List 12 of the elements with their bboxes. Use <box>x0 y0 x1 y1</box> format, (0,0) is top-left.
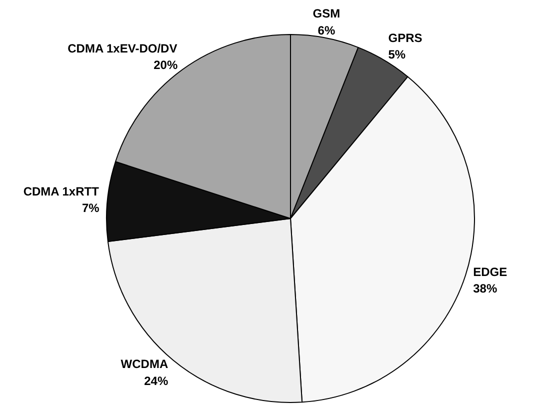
slice-label: WCDMA <box>120 357 168 372</box>
slice-label: EDGE <box>473 264 508 279</box>
data-label: 20% <box>154 58 178 72</box>
slice-label: CDMA 1xEV-DO/DV <box>68 41 178 56</box>
data-label: 24% <box>144 374 168 388</box>
slice-label: GPRS <box>388 30 422 45</box>
data-label: 5% <box>388 48 406 62</box>
data-label: 7% <box>82 201 100 216</box>
slice-label: GSM <box>312 6 340 21</box>
slice-label: CDMA 1xRTT <box>23 184 100 198</box>
data-label: 6% <box>318 23 336 38</box>
data-label: 38% <box>473 282 498 296</box>
